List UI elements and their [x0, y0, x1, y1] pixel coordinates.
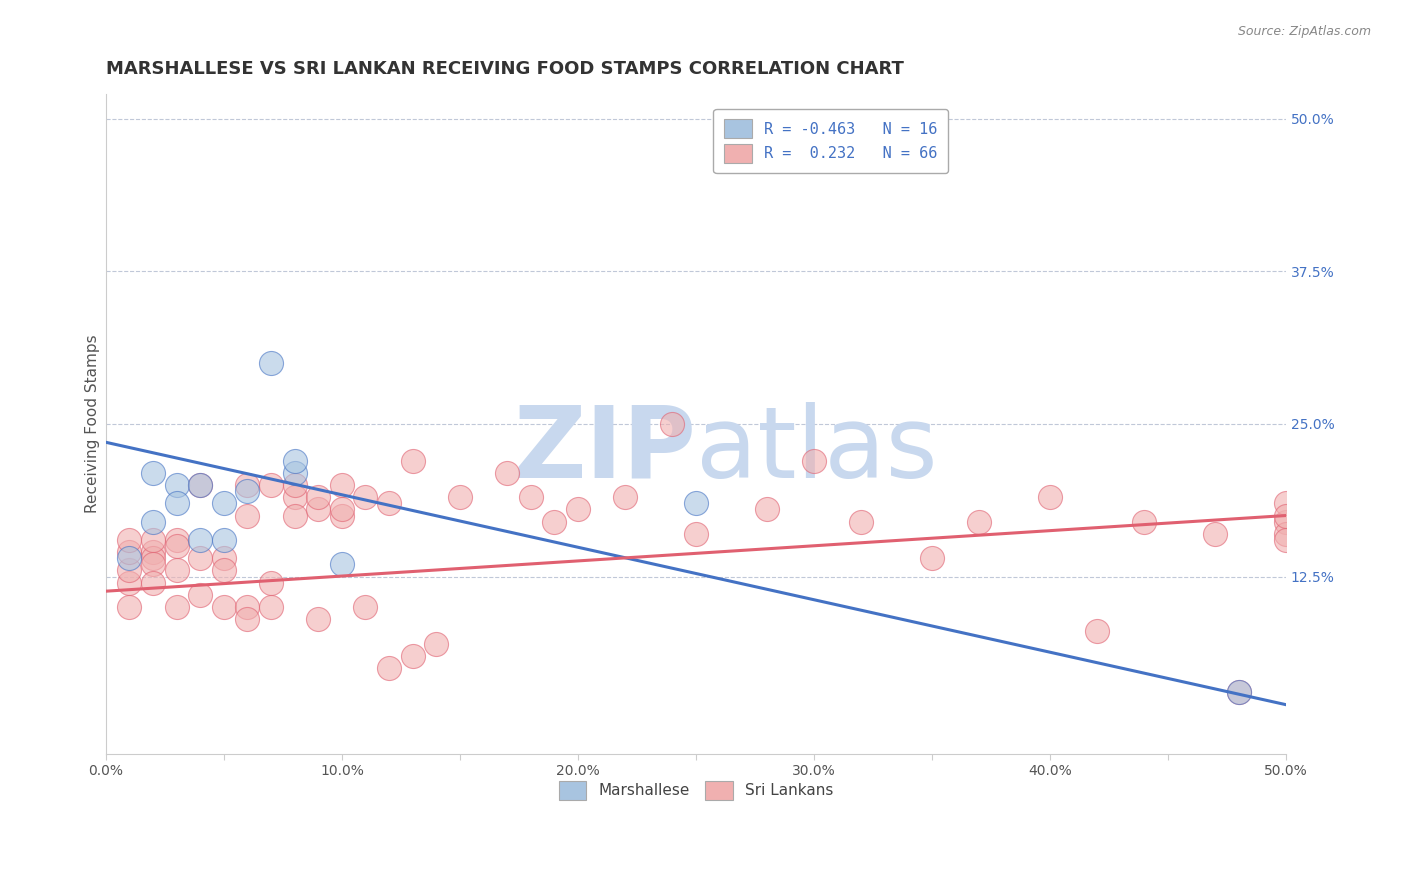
Point	[449, 490, 471, 504]
Point	[142, 558, 165, 572]
Point	[496, 466, 519, 480]
Point	[118, 545, 141, 559]
Point	[118, 575, 141, 590]
Point	[142, 533, 165, 547]
Point	[921, 551, 943, 566]
Point	[166, 533, 188, 547]
Point	[755, 502, 778, 516]
Point	[212, 564, 235, 578]
Point	[567, 502, 589, 516]
Point	[378, 661, 401, 675]
Point	[307, 502, 329, 516]
Point	[142, 466, 165, 480]
Point	[236, 600, 259, 615]
Point	[685, 496, 707, 510]
Point	[188, 478, 211, 492]
Point	[1275, 526, 1298, 541]
Point	[1275, 508, 1298, 523]
Point	[188, 551, 211, 566]
Point	[236, 612, 259, 626]
Point	[378, 496, 401, 510]
Point	[967, 515, 990, 529]
Point	[307, 612, 329, 626]
Point	[212, 600, 235, 615]
Point	[212, 496, 235, 510]
Point	[142, 575, 165, 590]
Text: MARSHALLESE VS SRI LANKAN RECEIVING FOOD STAMPS CORRELATION CHART: MARSHALLESE VS SRI LANKAN RECEIVING FOOD…	[105, 60, 904, 78]
Point	[402, 648, 425, 663]
Legend: Marshallese, Sri Lankans: Marshallese, Sri Lankans	[547, 769, 845, 812]
Point	[118, 551, 141, 566]
Point	[685, 526, 707, 541]
Point	[212, 551, 235, 566]
Point	[188, 588, 211, 602]
Point	[1227, 685, 1250, 699]
Point	[260, 575, 283, 590]
Point	[1227, 685, 1250, 699]
Point	[1275, 533, 1298, 547]
Point	[166, 478, 188, 492]
Point	[142, 551, 165, 566]
Point	[284, 466, 307, 480]
Point	[543, 515, 565, 529]
Point	[188, 533, 211, 547]
Point	[307, 490, 329, 504]
Text: ZIP: ZIP	[513, 401, 696, 499]
Point	[236, 508, 259, 523]
Point	[1085, 624, 1108, 639]
Point	[284, 490, 307, 504]
Point	[260, 356, 283, 370]
Point	[284, 453, 307, 467]
Point	[166, 564, 188, 578]
Point	[354, 490, 377, 504]
Point	[212, 533, 235, 547]
Text: Source: ZipAtlas.com: Source: ZipAtlas.com	[1237, 25, 1371, 38]
Text: atlas: atlas	[696, 401, 938, 499]
Point	[166, 600, 188, 615]
Point	[1039, 490, 1062, 504]
Point	[166, 539, 188, 553]
Point	[188, 478, 211, 492]
Point	[330, 478, 353, 492]
Point	[1275, 515, 1298, 529]
Point	[142, 545, 165, 559]
Point	[236, 478, 259, 492]
Point	[1275, 496, 1298, 510]
Point	[1204, 526, 1226, 541]
Point	[1133, 515, 1156, 529]
Point	[118, 533, 141, 547]
Point	[661, 417, 683, 431]
Point	[284, 478, 307, 492]
Point	[519, 490, 541, 504]
Point	[284, 508, 307, 523]
Point	[402, 453, 425, 467]
Point	[118, 600, 141, 615]
Point	[166, 496, 188, 510]
Point	[803, 453, 825, 467]
Point	[849, 515, 872, 529]
Point	[118, 564, 141, 578]
Y-axis label: Receiving Food Stamps: Receiving Food Stamps	[86, 334, 100, 513]
Point	[260, 478, 283, 492]
Point	[142, 515, 165, 529]
Point	[330, 502, 353, 516]
Point	[236, 484, 259, 499]
Point	[330, 508, 353, 523]
Point	[614, 490, 637, 504]
Point	[425, 637, 447, 651]
Point	[354, 600, 377, 615]
Point	[260, 600, 283, 615]
Point	[330, 558, 353, 572]
